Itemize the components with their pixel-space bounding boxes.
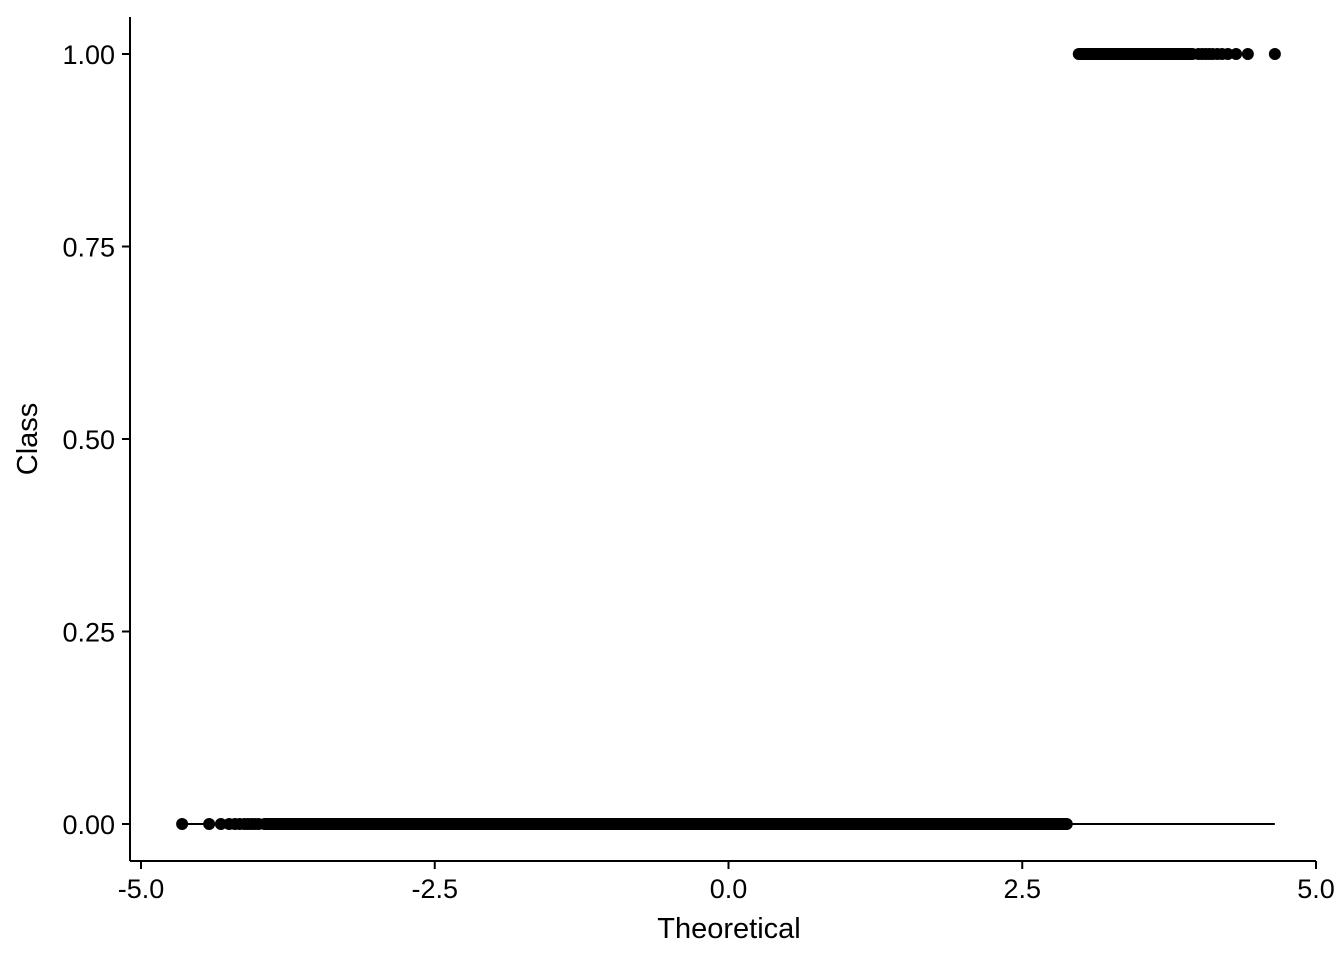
y-tick-label: 0.50 — [62, 425, 115, 455]
y-tick-label: 0.25 — [62, 618, 115, 648]
dense-points-band — [258, 818, 1073, 830]
dense-points-band — [1072, 48, 1199, 60]
x-axis-title: Theoretical — [657, 913, 800, 945]
data-point — [1268, 48, 1281, 60]
y-axis-title: Class — [12, 403, 44, 476]
x-tick-label: 0.0 — [710, 874, 748, 904]
data-point — [214, 818, 227, 830]
data-points-layer — [176, 48, 1281, 830]
y-tick-label: 1.00 — [62, 40, 115, 70]
data-point — [203, 818, 216, 830]
data-point — [176, 818, 189, 830]
data-point — [1241, 48, 1254, 60]
x-tick-label: 5.0 — [1297, 874, 1335, 904]
x-tick-label: -2.5 — [411, 874, 458, 904]
data-point — [1221, 48, 1234, 60]
y-tick-label: 0.75 — [62, 233, 115, 263]
y-ticks: 0.00 0.25 0.50 0.75 1.00 — [62, 40, 130, 840]
y-tick-label: 0.00 — [62, 810, 115, 840]
axes-layer — [129, 17, 1316, 862]
x-tick-label: 2.5 — [1003, 874, 1041, 904]
data-point — [1230, 48, 1243, 60]
x-ticks: -5.0 -2.5 0.0 2.5 5.0 — [118, 861, 1335, 904]
x-tick-label: -5.0 — [118, 874, 165, 904]
